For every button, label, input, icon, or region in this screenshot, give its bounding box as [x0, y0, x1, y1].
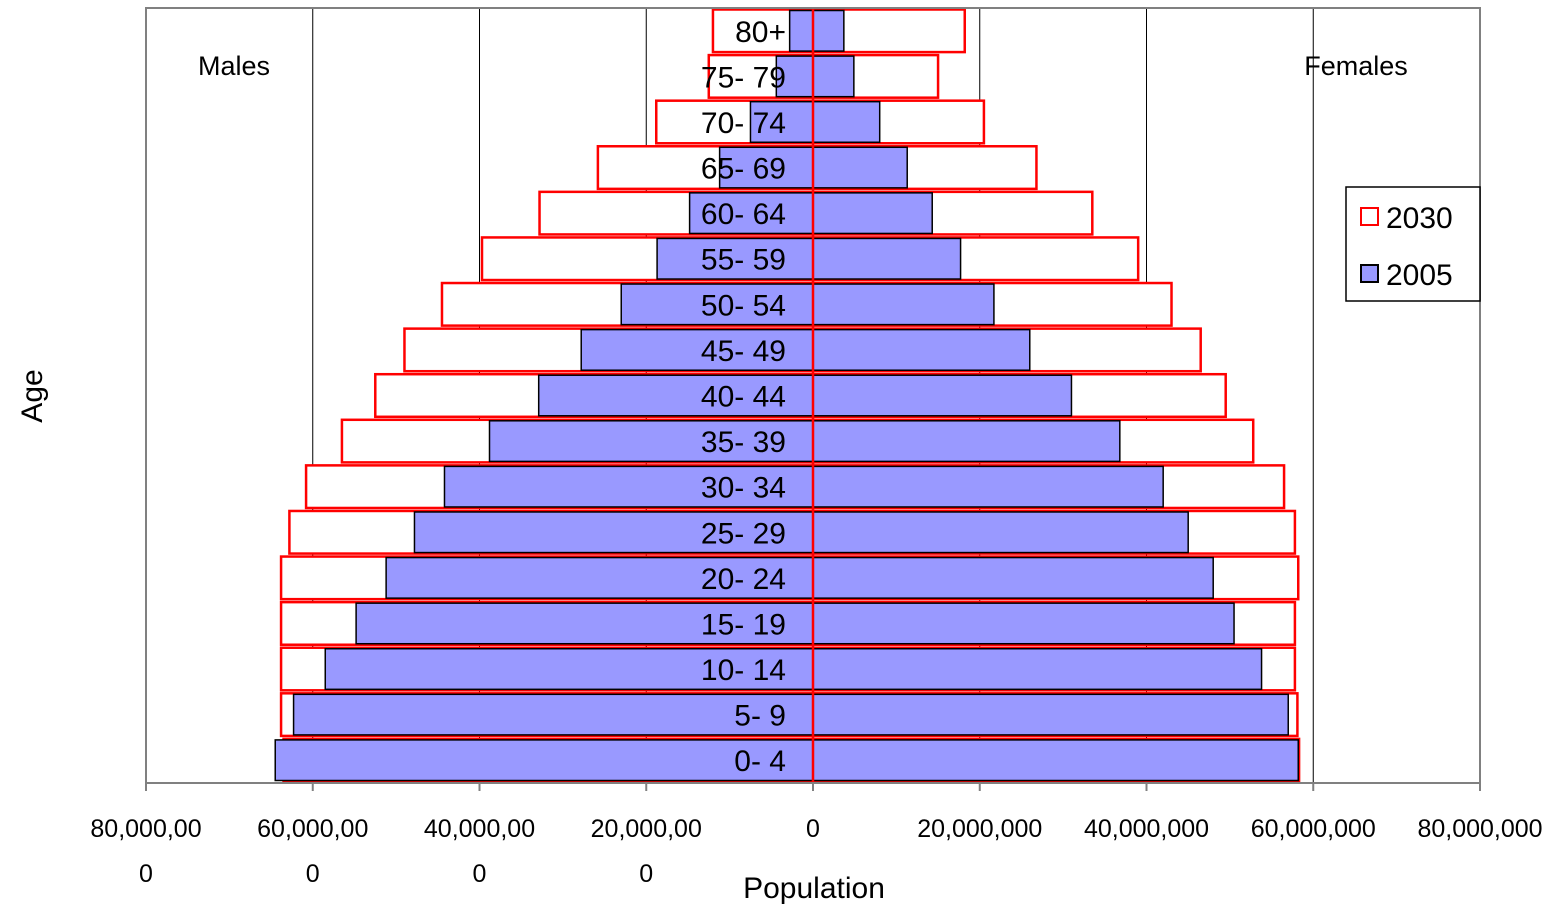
age-label-2: 10- 14: [701, 654, 786, 687]
y-axis-title: Age: [16, 369, 49, 422]
bar-2005-males-6: [443, 465, 814, 508]
x-axis-ticks: 80,000,00 0 60,000,00 0 40,000,00 0 20,000,00 0…: [90, 783, 1543, 888]
age-label-16: 80+: [735, 16, 786, 49]
bar-2005-males-11: [656, 237, 814, 280]
tick-label-5: 20,000,000: [917, 815, 1042, 843]
bar-2005-females-7: [812, 420, 1121, 463]
bar-2005-males-7: [488, 420, 814, 463]
bar-2005-males-5: [413, 511, 814, 554]
legend: 2030 2005: [1345, 186, 1481, 302]
bar-2005-males-15: [775, 55, 814, 98]
bar-2005-males-8: [537, 374, 814, 417]
bar-2005-females-2: [812, 647, 1263, 691]
bar-2005-males-4: [385, 556, 814, 599]
bar-2005-females-9: [812, 328, 1031, 371]
bar-2005-females-13: [812, 146, 908, 189]
bar-2005-females-1: [812, 693, 1289, 736]
bar-2005-females-10: [812, 283, 995, 326]
bar-2005-females-8: [812, 374, 1073, 417]
legend-swatch-2030: [1360, 207, 1379, 226]
age-label-9: 45- 49: [701, 335, 786, 368]
age-label-14: 70- 74: [701, 107, 786, 140]
bar-2005-females-16: [812, 9, 845, 52]
bar-2005-males-9: [580, 328, 814, 371]
tick-label-7: 60,000,000: [1251, 815, 1376, 843]
age-label-0: 0- 4: [734, 745, 786, 778]
bar-2005-males-10: [620, 283, 814, 326]
age-label-12: 60- 64: [701, 198, 786, 231]
age-category-labels: 0- 4 5- 9 10- 14 15- 19 20- 24 25- 29 30- 34 35…: [701, 16, 786, 778]
age-label-8: 40- 44: [701, 381, 786, 414]
bar-2005-females-0: [812, 739, 1299, 782]
bar-2005-females-14: [812, 100, 881, 144]
tick-label-2: 40,000,00 0: [424, 815, 535, 888]
tick-label-6: 40,000,000: [1084, 815, 1209, 843]
age-label-10: 50- 54: [701, 289, 786, 322]
bar-2005-males-16: [788, 9, 814, 52]
legend-label-2030: 2030: [1386, 202, 1453, 235]
bar-2005-males-13: [718, 146, 814, 189]
bar-2005-males-1: [292, 693, 814, 736]
bar-2005-males-3: [355, 602, 814, 645]
tick-label-4: 0: [806, 815, 820, 843]
bar-2005-females-12: [812, 192, 933, 235]
plot-area-border: [145, 7, 1481, 784]
age-label-13: 65- 69: [701, 153, 786, 186]
bar-2005-males-14: [749, 100, 814, 144]
tick-label-0: 80,000,00 0: [90, 815, 201, 888]
females-label: Females: [1304, 51, 1408, 81]
legend-swatch-2005: [1360, 264, 1379, 283]
legend-label-2005: 2005: [1386, 259, 1453, 292]
bar-2005-females-4: [812, 556, 1214, 599]
bar-2005-females-11: [812, 237, 962, 280]
tick-label-3: 20,000,00 0: [591, 815, 702, 888]
tick-label-8: 80,000,000: [1417, 815, 1542, 843]
age-label-5: 25- 29: [701, 517, 786, 550]
age-label-6: 30- 34: [701, 472, 786, 505]
bar-2005-males-0: [274, 739, 814, 782]
bar-2005-females-15: [812, 55, 855, 98]
males-label: Males: [198, 51, 270, 81]
age-label-11: 55- 59: [701, 244, 786, 277]
age-label-4: 20- 24: [701, 563, 786, 596]
age-label-15: 75- 79: [701, 61, 786, 94]
age-label-3: 15- 19: [701, 608, 786, 641]
tick-label-1: 60,000,00 0: [257, 815, 368, 888]
x-axis-title: Population: [743, 872, 885, 905]
series-2005-bars: [274, 9, 1299, 782]
age-label-1: 5- 9: [734, 700, 786, 733]
bar-2005-females-6: [812, 465, 1164, 508]
age-label-7: 35- 39: [701, 426, 786, 459]
bar-2005-females-3: [812, 602, 1235, 645]
bar-2005-females-5: [812, 511, 1189, 554]
